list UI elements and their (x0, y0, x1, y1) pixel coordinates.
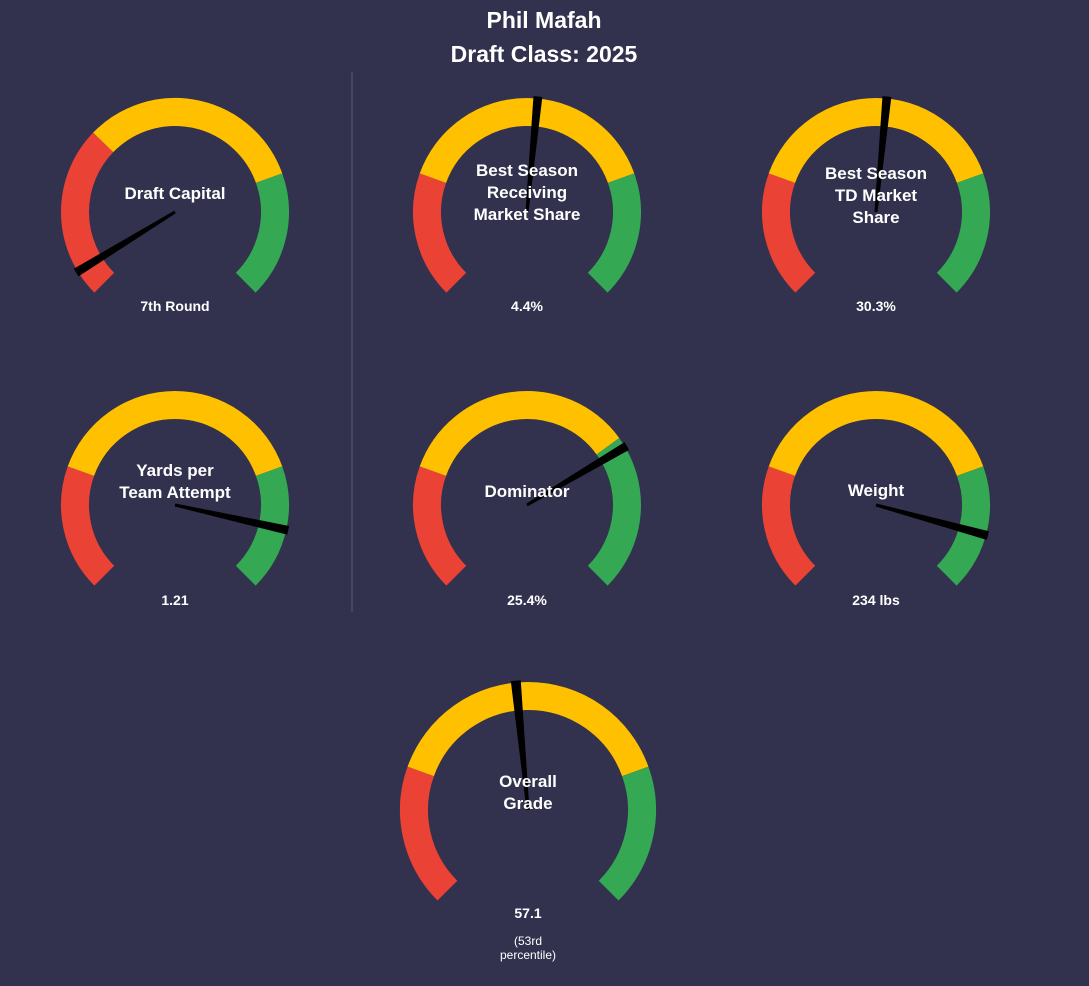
gauge-value-label: 7th Round (140, 298, 209, 314)
gauge-value-label: 57.1 (514, 905, 541, 921)
gauge-title-line: Dominator (485, 482, 570, 501)
gauge-needle (510, 680, 530, 811)
gauge-6: Weight 234 lbs (762, 391, 990, 608)
gauge-2: Best Season Receiving Market Share 4.4% (413, 96, 641, 314)
gauge-title: Draft Capital (124, 184, 225, 203)
gauge-needle (875, 503, 989, 540)
gauge-band-yellow (768, 391, 984, 477)
gauge-band-yellow (419, 98, 635, 184)
gauge-band-red (413, 173, 467, 293)
gauge-band-yellow (407, 682, 649, 777)
gauge-title: Best Season TD Market Share (825, 164, 927, 227)
gauge-needle (526, 442, 630, 507)
gauge-value-label: 1.21 (161, 592, 188, 608)
gauge-title: Weight (848, 481, 905, 500)
gauge-title-line: Weight (848, 481, 905, 500)
gauge-needle (525, 96, 543, 213)
gauge-1: Draft Capital 7th Round (61, 98, 289, 314)
gauge-title-line: Overall (499, 772, 557, 791)
gauge-title-line: Best Season (476, 161, 578, 180)
gauge-band-green (587, 173, 641, 293)
gauge-value-label: 25.4% (507, 592, 547, 608)
gauge-title-line: Share (852, 208, 899, 227)
gauge-7: Overall Grade 57.1 (53rd percentile) (400, 680, 656, 962)
gauge-band-yellow (419, 391, 620, 477)
gauge-title: Yards per Team Attempt (119, 461, 231, 502)
gauge-title-line: Team Attempt (119, 483, 231, 502)
left-panel (0, 70, 352, 656)
gauge-band-red (762, 466, 816, 586)
gauge-title-line: Receiving (487, 183, 567, 202)
gauge-band-yellow (67, 391, 283, 477)
gauge-band-yellow (768, 98, 984, 184)
gauge-value-label: 234 lbs (852, 592, 900, 608)
gauge-band-red (413, 466, 467, 586)
gauge-needle (174, 503, 290, 535)
gauge-value-label: 30.3% (856, 298, 896, 314)
gauge-5: Dominator 25.4% (413, 391, 641, 608)
gauge-group: Draft Capital 7th Round Best Season Receivi… (61, 96, 990, 962)
player-name: Phil Mafah (486, 7, 601, 33)
gauge-band-green (936, 173, 990, 293)
gauge-title-line: Grade (503, 794, 552, 813)
gauge-4: Yards per Team Attempt 1.21 (61, 391, 290, 608)
gauge-band-green (235, 173, 289, 293)
gauge-needle (73, 210, 176, 277)
gauge-title-line: TD Market (835, 186, 918, 205)
gauge-band-green (587, 437, 641, 586)
gauge-percentile-line: percentile) (500, 948, 556, 962)
gauge-title-line: Draft Capital (124, 184, 225, 203)
gauge-title: Dominator (485, 482, 570, 501)
gauge-3: Best Season TD Market Share 30.3% (762, 96, 990, 314)
gauge-title-line: Best Season (825, 164, 927, 183)
gauge-percentile-label: (53rd percentile) (500, 934, 556, 962)
gauge-band-green (598, 766, 656, 901)
gauge-title: Overall Grade (499, 772, 557, 813)
gauge-band-red (61, 466, 115, 586)
draft-class: Draft Class: 2025 (451, 41, 638, 67)
top-panel (0, 0, 1089, 70)
gauge-title: Best Season Receiving Market Share (474, 161, 581, 224)
gauge-band-red (400, 766, 458, 901)
gauge-band-red (762, 173, 816, 293)
gauge-band-green (936, 466, 990, 586)
gauge-value-label: 4.4% (511, 298, 543, 314)
gauge-title-line: Yards per (136, 461, 214, 480)
gauge-percentile-line: (53rd (514, 934, 542, 948)
gauge-title-line: Market Share (474, 205, 581, 224)
gauge-band-yellow (93, 98, 283, 184)
gauge-needle (874, 96, 892, 213)
